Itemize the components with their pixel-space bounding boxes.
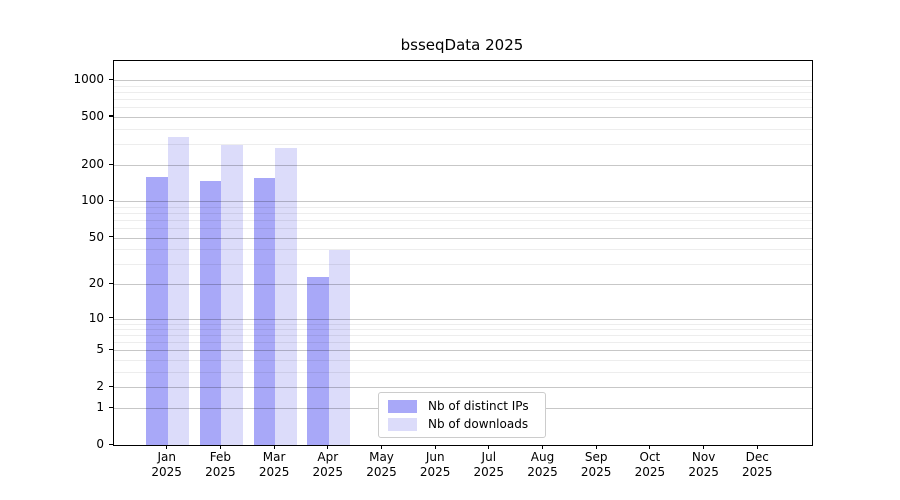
gridline-20	[114, 284, 812, 286]
gridline-100	[114, 201, 812, 203]
y-tick-mark	[109, 406, 113, 409]
legend-label-distinct-ips: Nb of distinct IPs	[428, 399, 529, 413]
gridline-6	[114, 342, 812, 344]
x-tick-label-aug: Aug 2025	[527, 450, 558, 479]
y-tick-label-20: 20	[88, 276, 104, 291]
y-tick-label-100: 100	[81, 193, 104, 208]
legend-swatch-distinct-ips	[388, 399, 417, 413]
chart-title: bsseqData 2025	[400, 36, 524, 54]
gridline-500	[114, 116, 812, 118]
x-tick-mark	[166, 445, 168, 449]
gridline-300	[114, 143, 812, 145]
gridline-200	[114, 165, 812, 167]
gridline-70	[114, 220, 812, 221]
y-tick-label-200: 200	[81, 157, 104, 172]
gridline-700	[114, 99, 812, 101]
y-tick-mark	[109, 236, 113, 238]
x-tick-mark	[219, 445, 221, 449]
y-tick-label-10: 10	[88, 310, 104, 325]
x-tick-mark	[273, 445, 275, 449]
x-tick-mark	[649, 445, 651, 449]
x-tick-label-feb: Feb 2025	[205, 450, 236, 479]
gridline-80	[114, 213, 812, 215]
gridline-7	[114, 335, 812, 337]
x-tick-label-apr: Apr 2025	[312, 450, 344, 479]
gridline-40	[114, 249, 812, 250]
gridline-10	[114, 318, 812, 320]
y-tick-mark	[109, 199, 113, 202]
gridline-2	[114, 387, 812, 388]
bar-jan-distinct-ips	[146, 176, 168, 445]
legend-label-downloads: Nb of downloads	[428, 417, 529, 431]
x-tick-label-mar: Mar 2025	[258, 450, 290, 479]
y-tick-label-5: 5	[96, 342, 104, 357]
y-tick-mark	[109, 78, 113, 81]
x-tick-mark	[703, 445, 705, 449]
gridline-400	[114, 128, 812, 130]
legend-swatch-downloads	[388, 417, 417, 431]
x-tick-mark	[541, 445, 544, 449]
gridline-800	[114, 92, 812, 94]
y-tick-mark	[109, 443, 113, 445]
x-tick-label-dec: Dec 2025	[742, 450, 773, 479]
y-tick-label-0: 0	[96, 437, 104, 451]
x-tick-label-jul: Jul 2025	[473, 450, 505, 479]
x-tick-label-nov: Nov 2025	[688, 450, 719, 479]
bar-feb-distinct-ips	[199, 180, 222, 445]
bar-apr-downloads	[328, 250, 351, 445]
bar-mar-downloads	[275, 148, 297, 445]
gridline-1000	[114, 80, 812, 82]
x-tick-mark	[595, 445, 597, 449]
gridline-5	[114, 350, 812, 352]
x-tick-label-may: May 2025	[366, 450, 397, 479]
y-tick-mark	[109, 317, 113, 319]
gridline-8	[114, 329, 812, 330]
gridline-50	[114, 237, 812, 239]
bar-apr-distinct-ips	[307, 277, 329, 445]
y-tick-label-50: 50	[88, 229, 104, 244]
gridline-60	[114, 228, 812, 229]
legend: Nb of distinct IPs Nb of downloads	[378, 392, 546, 438]
y-tick-mark	[109, 115, 113, 117]
y-tick-mark	[109, 348, 113, 351]
x-tick-mark	[488, 445, 490, 449]
y-tick-label-2: 2	[96, 379, 104, 393]
legend-item-distinct-ips: Nb of distinct IPs	[388, 399, 536, 413]
bar-feb-downloads	[221, 145, 243, 445]
bar-jan-downloads	[167, 136, 190, 445]
y-tick-label-1: 1	[96, 400, 104, 415]
bar-mar-distinct-ips	[253, 178, 276, 445]
gridline-90	[114, 206, 812, 208]
legend-item-downloads: Nb of downloads	[388, 417, 536, 431]
gridline-9	[114, 323, 812, 325]
x-tick-label-sep: Sep 2025	[580, 450, 612, 479]
x-tick-label-jan: Jan 2025	[151, 450, 182, 479]
y-tick-mark	[109, 282, 113, 284]
y-tick-mark	[109, 163, 113, 165]
x-tick-mark	[327, 445, 329, 449]
y-tick-label-1000: 1000	[73, 72, 104, 87]
x-tick-mark	[756, 445, 758, 449]
gridline-4	[114, 360, 812, 362]
gridline-900	[114, 85, 812, 87]
x-tick-mark	[434, 445, 436, 449]
y-tick-label-500: 500	[81, 108, 104, 123]
gridline-600	[114, 107, 812, 109]
x-tick-label-jun: Jun 2025	[419, 450, 451, 479]
x-tick-mark	[380, 445, 383, 449]
y-tick-mark	[109, 385, 113, 387]
gridline-30	[114, 263, 812, 265]
chart-plot-area	[113, 60, 813, 446]
gridline-3	[114, 371, 812, 373]
x-tick-label-oct: Oct 2025	[634, 450, 666, 479]
